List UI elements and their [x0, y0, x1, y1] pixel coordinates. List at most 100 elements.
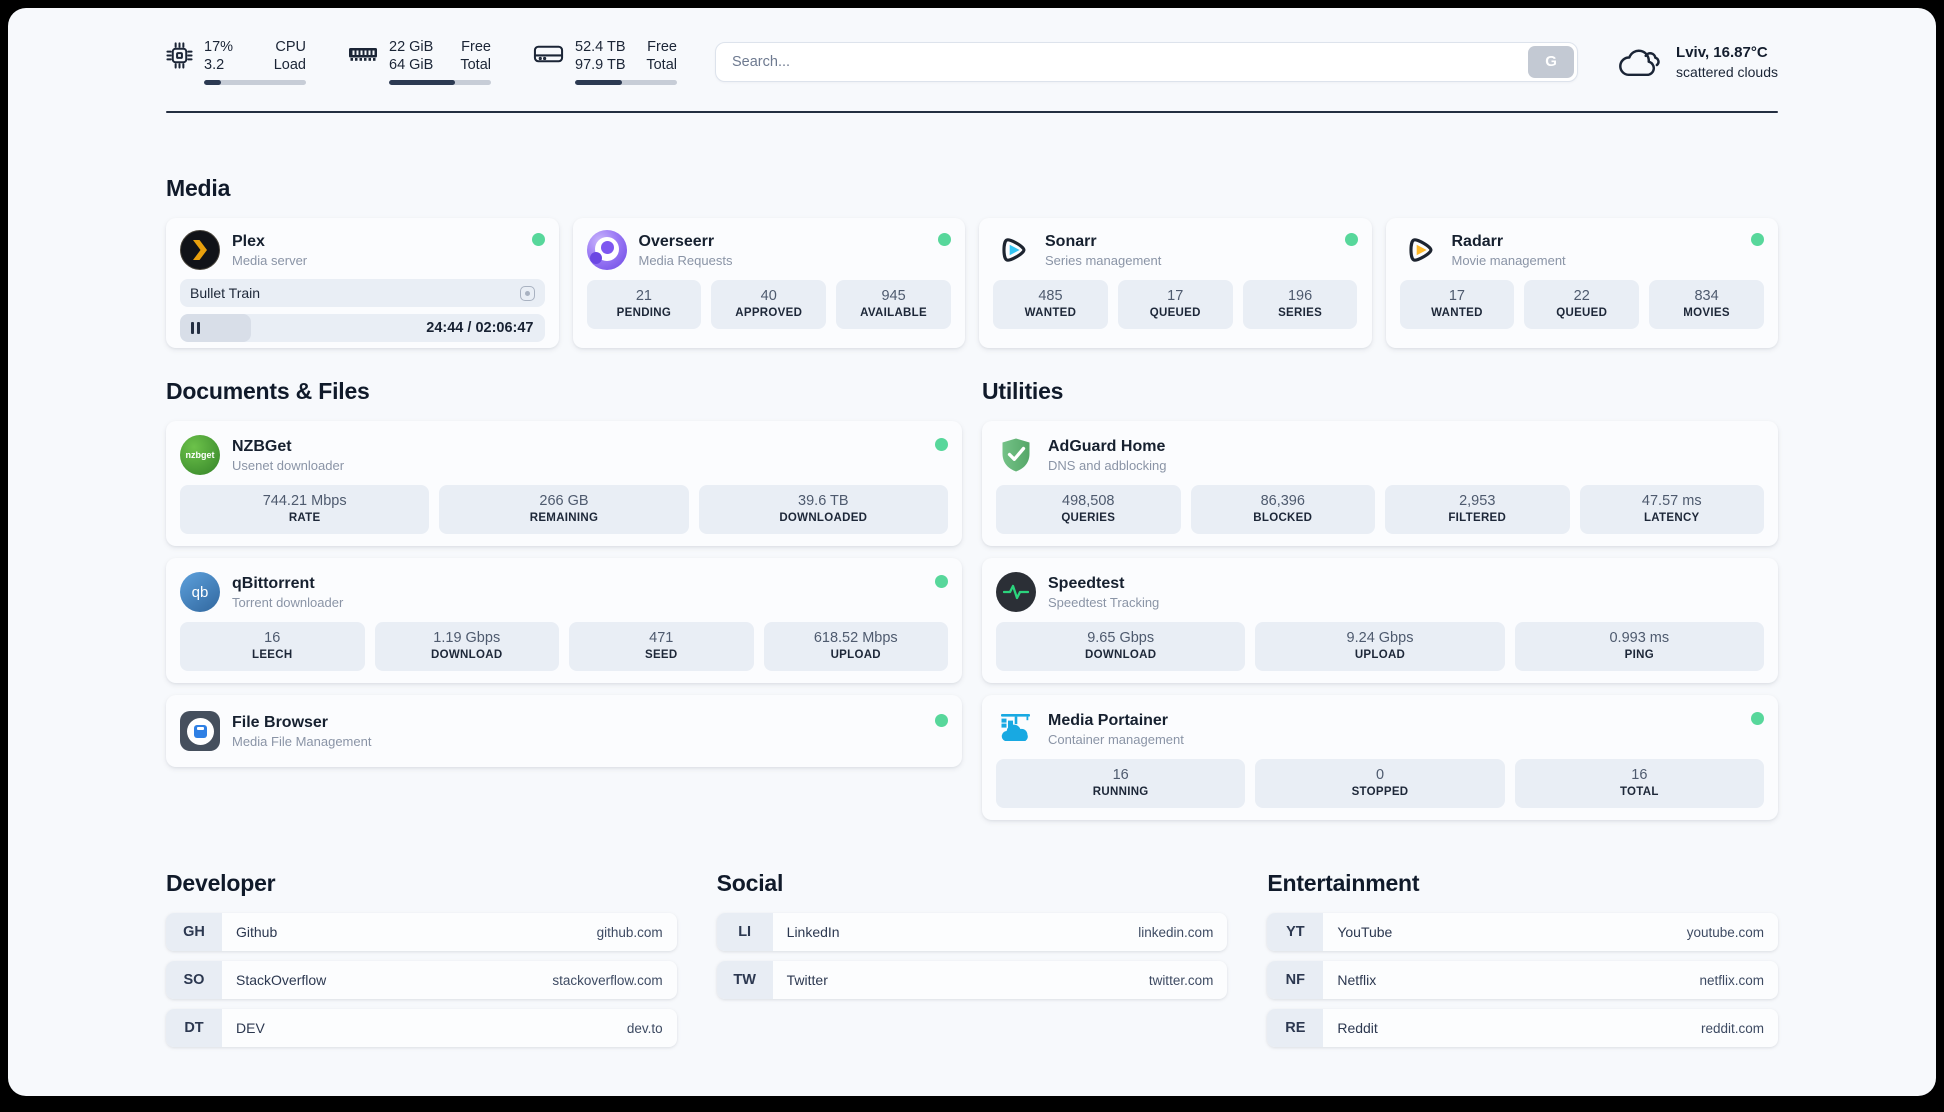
- radarr-card[interactable]: Radarr Movie management 17 WANTED 22 QUEUE…: [1385, 218, 1778, 348]
- cpu-usage-label: CPU: [275, 39, 306, 55]
- stat-wanted: 485 WANTED: [993, 280, 1108, 329]
- speedtest-pulse-icon: [996, 572, 1036, 612]
- cpu-chip-icon: [166, 42, 193, 69]
- search-bar: G: [715, 41, 1579, 82]
- player-progress-row: 24:44 / 02:06:47: [180, 314, 545, 342]
- documents-section: Documents & Files nzbget NZBGet Usenet d…: [166, 378, 962, 820]
- plex-status-dot: [531, 233, 545, 246]
- filebrowser-card[interactable]: File Browser Media File Management: [166, 695, 962, 767]
- radarr-name: Radarr: [1451, 232, 1504, 250]
- radarr-icon: [1400, 230, 1440, 270]
- clouds-icon: [1619, 49, 1660, 76]
- filebrowser-icon: [180, 711, 220, 751]
- search-engine-button[interactable]: G: [1528, 45, 1575, 78]
- cpu-progress-bar: [204, 80, 306, 85]
- overseerr-status-dot: [938, 233, 951, 246]
- radarr-status-dot: [1751, 233, 1764, 246]
- developer-section-heading: Developer: [166, 870, 276, 896]
- speedtest-card[interactable]: Speedtest Speedtest Tracking 9.65 Gbps DO…: [982, 558, 1778, 683]
- plex-icon: [180, 230, 220, 270]
- link-youtube[interactable]: YT YouTube youtube.com: [1267, 913, 1778, 951]
- stat-leech: 16 LEECH: [180, 622, 365, 671]
- now-playing-title: Bullet Train: [190, 285, 261, 301]
- portainer-card[interactable]: Media Portainer Container management 16 R…: [982, 695, 1778, 820]
- documents-section-heading: Documents & Files: [166, 378, 370, 404]
- filebrowser-description: Media File Management: [232, 733, 372, 749]
- cpu-usage-value: 17%: [204, 39, 234, 55]
- stat-upload: 618.52 Mbps UPLOAD: [763, 622, 948, 671]
- stat-wanted: 17 WANTED: [1399, 280, 1515, 329]
- adguard-name: AdGuard Home: [1048, 437, 1166, 455]
- media-section: Media Plex Media server Bullet Train: [166, 175, 1778, 348]
- link-github[interactable]: GH Github github.com: [166, 913, 677, 951]
- plex-description: Media server: [232, 252, 308, 268]
- link-netflix[interactable]: NF Netflix netflix.com: [1267, 961, 1778, 999]
- entertainment-section-heading: Entertainment: [1267, 870, 1420, 896]
- stat-running: 16 RUNNING: [996, 759, 1246, 808]
- link-twitter[interactable]: TW Twitter twitter.com: [716, 961, 1228, 999]
- stat-approved: 40 APPROVED: [711, 280, 827, 329]
- sonarr-card[interactable]: Sonarr Series management 485 WANTED 17 QUE…: [979, 218, 1372, 348]
- netflix-badge: NF: [1267, 961, 1324, 999]
- developer-section: Developer GH Github github.com SO StackO…: [166, 870, 677, 1057]
- stat-download: 9.65 Gbps DOWNLOAD: [996, 622, 1246, 671]
- sonarr-description: Series management: [1045, 252, 1162, 268]
- link-stackoverflow[interactable]: SO StackOverflow stackoverflow.com: [166, 961, 677, 999]
- stat-total: 16 TOTAL: [1514, 759, 1764, 808]
- stat-ping: 0.993 ms PING: [1514, 622, 1764, 671]
- portainer-crane-icon: [996, 709, 1036, 749]
- stat-queries: 498,508 QUERIES: [996, 485, 1181, 534]
- cpu-load-label: Load: [273, 57, 306, 73]
- overseerr-name: Overseerr: [638, 232, 715, 250]
- stat-blocked: 86,396 BLOCKED: [1190, 485, 1375, 534]
- pause-button[interactable]: [191, 322, 200, 334]
- stat-filtered: 2,953 FILTERED: [1385, 485, 1570, 534]
- filebrowser-status-dot: [935, 714, 948, 727]
- sonarr-icon: [993, 230, 1033, 270]
- stat-latency: 47.57 ms LATENCY: [1579, 485, 1764, 534]
- system-monitors: 17% CPU 3.2 Load 22 GiB Free 64 GiB Total: [166, 38, 677, 85]
- stat-rate: 744.21 Mbps RATE: [180, 485, 430, 534]
- disk-free-value: 52.4 TB: [575, 39, 626, 55]
- link-dev[interactable]: DT DEV dev.to: [166, 1009, 677, 1047]
- radarr-description: Movie management: [1451, 252, 1566, 268]
- disk-progress-bar: [575, 80, 677, 85]
- cpu-load-value: 3.2: [204, 57, 225, 73]
- disk-total-value: 97.9 TB: [575, 57, 626, 73]
- nzbget-icon: nzbget: [180, 435, 220, 475]
- memory-progress-fill: [389, 80, 456, 85]
- qbittorrent-icon: qb: [180, 572, 220, 612]
- twitter-badge: TW: [716, 961, 773, 999]
- utilities-section-heading: Utilities: [982, 378, 1064, 404]
- link-reddit[interactable]: RE Reddit reddit.com: [1267, 1009, 1778, 1047]
- stat-download: 1.19 Gbps DOWNLOAD: [374, 622, 559, 671]
- overseerr-icon: [586, 230, 627, 270]
- adguard-card[interactable]: AdGuard Home DNS and adblocking 498,508 Q…: [982, 421, 1778, 546]
- qbittorrent-description: Torrent downloader: [232, 594, 344, 610]
- nzbget-card[interactable]: nzbget NZBGet Usenet downloader 744.21 M…: [166, 421, 962, 546]
- top-bar: 17% CPU 3.2 Load 22 GiB Free 64 GiB Total: [166, 38, 1778, 85]
- overseerr-pupil: [600, 241, 614, 254]
- disk-drive-icon: [533, 45, 564, 63]
- search-input[interactable]: [715, 41, 1579, 82]
- qbittorrent-status-dot: [935, 575, 948, 588]
- stat-movies: 834 MOVIES: [1649, 280, 1764, 329]
- memory-monitor: 22 GiB Free 64 GiB Total: [348, 38, 491, 85]
- media-section-heading: Media: [166, 175, 231, 201]
- stat-stopped: 0 STOPPED: [1255, 759, 1505, 808]
- nzbget-name: NZBGet: [232, 437, 292, 455]
- qbittorrent-card[interactable]: qb qBittorrent Torrent downloader 16 LEEC…: [166, 558, 962, 683]
- reddit-badge: RE: [1267, 1009, 1324, 1047]
- plex-card[interactable]: Plex Media server Bullet Train 24:44 / 0…: [166, 218, 559, 348]
- sonarr-status-dot: [1344, 233, 1358, 246]
- stackoverflow-badge: SO: [166, 961, 222, 999]
- stat-remaining: 266 GB REMAINING: [439, 485, 689, 534]
- stat-series: 196 SERIES: [1242, 280, 1358, 329]
- weather-condition: scattered clouds: [1676, 63, 1778, 80]
- plex-name: Plex: [232, 232, 265, 250]
- stat-upload: 9.24 Gbps UPLOAD: [1255, 622, 1505, 671]
- link-linkedin[interactable]: LI LinkedIn linkedin.com: [716, 913, 1228, 951]
- portainer-name: Media Portainer: [1048, 711, 1169, 729]
- stat-pending: 21 PENDING: [586, 280, 702, 329]
- overseerr-card[interactable]: Overseerr Media Requests 21 PENDING 40 APP…: [572, 218, 965, 348]
